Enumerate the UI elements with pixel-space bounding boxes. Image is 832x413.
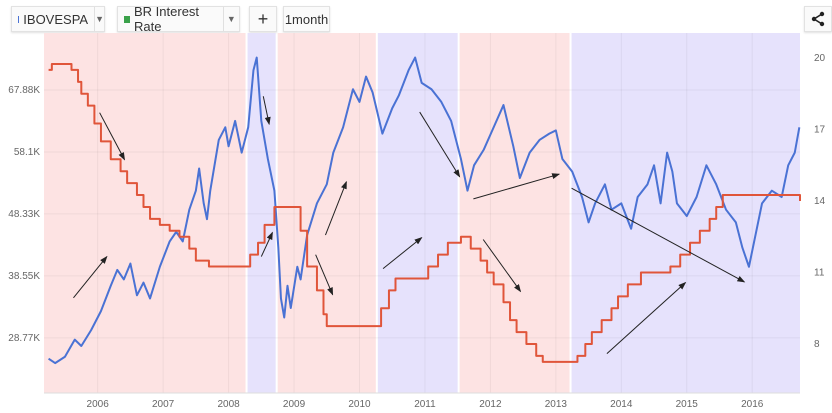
series-interest-rate-selector[interactable]: BR Interest Rate ▼	[117, 4, 240, 34]
share-button[interactable]	[804, 6, 832, 32]
series-ibovespa-selector[interactable]: IBOVESPA ▼	[11, 6, 105, 32]
x-tick-label: 2006	[87, 399, 110, 410]
x-tick-label: 2014	[610, 399, 633, 410]
right-y-tick-label: 11	[814, 268, 825, 279]
interest-rate-line	[48, 62, 801, 363]
trend-arrow	[473, 173, 561, 200]
left-y-tick-label: 58.1K	[14, 147, 40, 158]
right-y-tick-label: 20	[814, 53, 826, 64]
trend-arrow	[571, 187, 746, 283]
trend-arrow	[324, 180, 347, 236]
left-y-tick-label: 38.55K	[8, 271, 40, 282]
interest-rate-label: BR Interest Rate	[134, 4, 200, 34]
x-tick-label: 2015	[676, 399, 699, 410]
trend-arrow	[262, 96, 271, 126]
trend-arrow	[482, 239, 522, 293]
regime-band	[459, 33, 570, 393]
regime-band	[571, 33, 800, 393]
range-button[interactable]: 1month	[283, 6, 330, 32]
x-tick-label: 2011	[414, 399, 436, 410]
regime-band	[44, 33, 246, 393]
trend-arrow	[315, 254, 334, 296]
caret-down-icon[interactable]: ▼	[222, 7, 239, 31]
trend-arrow	[382, 236, 423, 270]
ibovespa-line	[48, 56, 801, 365]
left-y-tick-label: 48.33K	[8, 209, 40, 220]
add-series-button[interactable]: +	[249, 6, 277, 32]
trend-arrow	[260, 231, 273, 257]
right-y-tick-label: 8	[814, 339, 820, 350]
x-tick-label: 2008	[217, 399, 240, 410]
trend-arrow	[73, 255, 108, 299]
x-tick-label: 2007	[152, 399, 175, 410]
trend-arrow	[606, 281, 687, 354]
right-y-tick-label: 14	[814, 196, 826, 207]
x-tick-label: 2010	[348, 399, 371, 410]
caret-down-icon[interactable]: ▼	[94, 7, 104, 31]
share-icon	[811, 11, 825, 27]
left-y-tick-label: 28.77K	[8, 333, 40, 344]
trend-arrow	[419, 111, 461, 178]
right-y-tick-label: 17	[814, 125, 826, 136]
regime-band	[277, 33, 376, 393]
left-y-tick-label: 67.88K	[8, 85, 40, 96]
ibovespa-color-swatch	[18, 15, 20, 23]
x-tick-label: 2009	[283, 399, 306, 410]
x-tick-label: 2013	[545, 399, 568, 410]
regime-band	[377, 33, 458, 393]
interest-rate-color-swatch	[124, 15, 131, 23]
trend-arrow	[99, 112, 125, 161]
x-tick-label: 2016	[741, 399, 764, 410]
ibovespa-label: IBOVESPA	[23, 11, 89, 27]
x-tick-label: 2012	[479, 399, 502, 410]
